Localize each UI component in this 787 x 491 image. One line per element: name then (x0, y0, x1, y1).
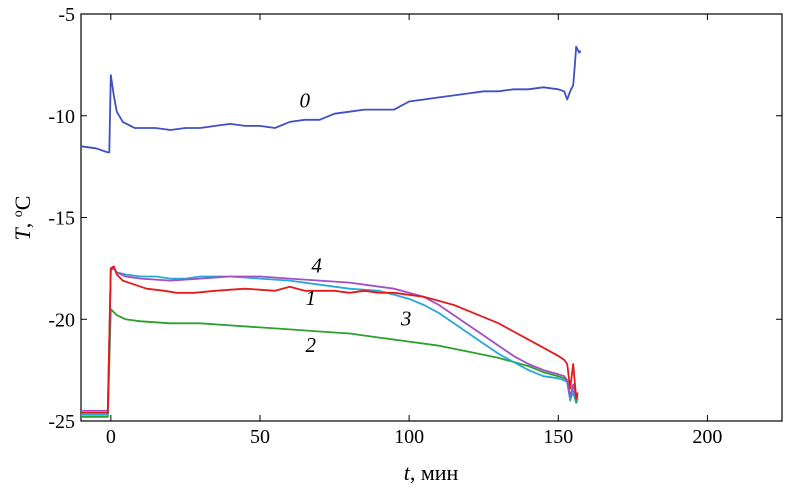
plot-area (80, 13, 783, 422)
y-axis-variable: T (10, 226, 35, 240)
series-layer (80, 45, 582, 418)
y-tick-label: -15 (48, 208, 75, 230)
curve-label-4: 4 (311, 253, 322, 277)
y-axis-degree-sup: o (11, 210, 26, 217)
y-tick-label: -20 (48, 309, 75, 331)
y-tick-label: -10 (48, 106, 75, 128)
y-tick-label: -25 (48, 411, 75, 433)
x-tick-label: 100 (394, 426, 424, 448)
series-line-0 (80, 45, 582, 154)
axis-ticks: 0 50 100 150 200 -25 -20 -15 -10 -5 (48, 4, 782, 448)
curve-label-3: 3 (400, 306, 412, 330)
curve-label-2: 2 (305, 333, 316, 357)
x-tick-label: 200 (692, 426, 722, 448)
series-line-4 (81, 267, 579, 412)
y-axis-unit: C (10, 196, 35, 211)
y-axis-separator: , (10, 217, 35, 228)
y-tick-label: -5 (58, 4, 75, 26)
x-axis-title: t, мин (404, 460, 459, 485)
curve-label-1: 1 (305, 286, 316, 310)
y-axis-title: T, oC (10, 196, 35, 241)
x-tick-label: 150 (543, 426, 573, 448)
series-line-1 (81, 265, 579, 414)
curve-label-0: 0 (299, 89, 310, 113)
x-tick-label: 50 (250, 426, 270, 448)
x-axis-unit: , мин (410, 460, 459, 485)
curve-labels: 0 1 2 3 4 (299, 89, 411, 357)
x-tick-label: 0 (106, 426, 116, 448)
x-axis-variable: t (404, 460, 411, 485)
